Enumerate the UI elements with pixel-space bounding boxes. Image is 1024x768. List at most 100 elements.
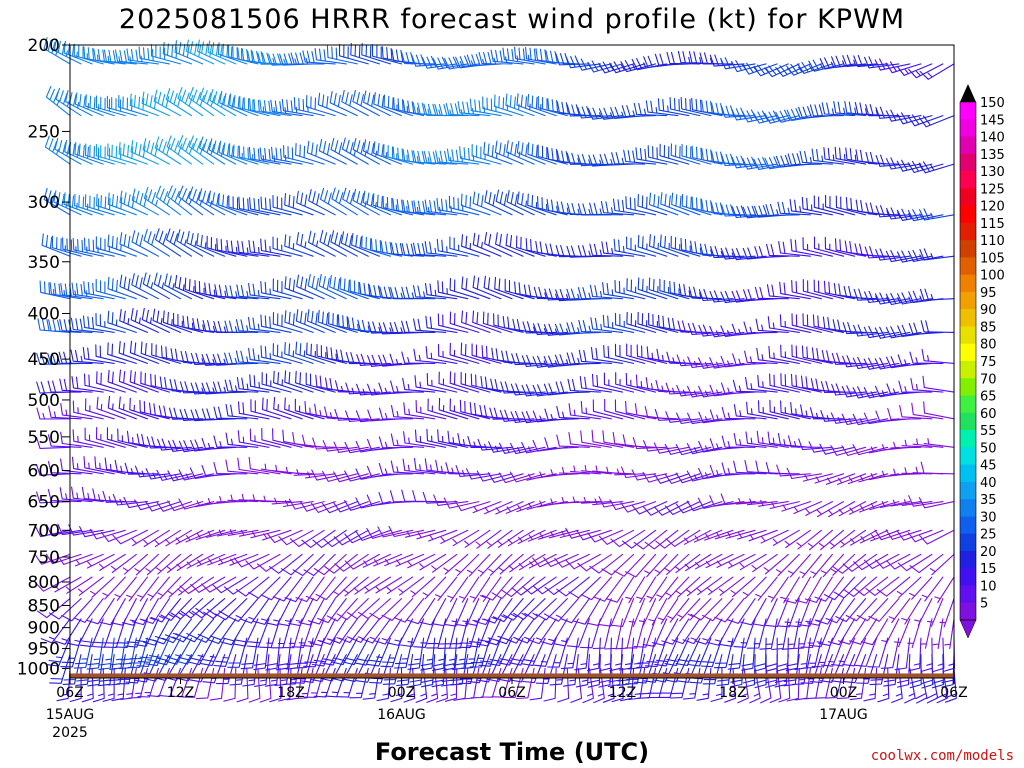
wind-barb [177,135,204,165]
wind-barb [613,238,646,257]
wind-barb [590,317,624,333]
wind-barb [492,598,524,623]
wind-barb [898,380,933,393]
wind-barb [733,460,767,475]
wind-barb [401,320,436,333]
wind-barb [77,576,104,596]
wind-barb [238,145,270,165]
wind-barb [215,654,237,685]
wind-barb [70,349,104,364]
wind-barb [637,234,668,257]
wind-barb [403,402,436,420]
wind-barb [35,463,71,476]
y-tick-label: 950 [28,640,60,660]
wind-barb [721,406,756,420]
wind-barb [598,598,624,627]
wind-barb [131,230,159,257]
wind-barb [919,63,955,80]
wind-barb [780,576,800,604]
wind-barb [407,553,436,569]
wind-barb [333,501,369,513]
wind-barb [292,553,325,577]
wind-barb [686,500,723,512]
wind-barb [799,553,822,579]
wind-barb [415,399,447,420]
wind-barb [125,654,148,684]
colorbar-swatch [960,171,976,189]
wind-barb [95,143,126,165]
wind-barb [767,316,800,333]
wind-barb [44,135,71,165]
wind-barb [877,667,890,703]
x-tick-label: 06Z [56,685,83,701]
colorbar-swatch [960,378,976,397]
wind-barb [664,553,690,576]
wind-barb [323,529,358,548]
wind-barb [908,290,944,304]
wind-barb [653,442,690,454]
credit-text: coolwx.com/models [871,748,1014,764]
wind-barb [302,50,336,65]
wind-barb [491,667,513,698]
wind-barb [213,406,248,420]
wind-barb [778,667,791,703]
wind-barb [131,273,159,300]
wind-barb [459,146,491,165]
wind-barb [333,529,369,546]
wind-barb [35,576,71,592]
wind-barb [218,140,248,165]
wind-barb [106,427,137,448]
x-tick-label: 12Z [609,685,636,701]
wind-barb [54,137,82,165]
wind-barb [633,102,668,117]
wind-barb [344,441,380,454]
wind-barb [206,235,237,257]
wind-barb [896,654,911,688]
wind-barb [352,188,380,216]
wind-barb [156,501,193,512]
wind-barb [835,195,867,216]
wind-barb [683,529,712,545]
wind-barb [437,280,469,300]
wind-barb [664,637,690,667]
wind-barb [648,192,679,216]
colorbar-swatch [960,516,976,535]
wind-barb [449,371,480,393]
wind-barb [753,63,789,77]
wind-barb [460,371,491,393]
wind-barb [802,637,822,669]
wind-barb [107,143,137,165]
wind-barb [165,88,193,117]
wind-barb [438,397,469,420]
wind-barb [326,598,358,622]
wind-barb [890,441,922,449]
wind-barb [907,160,944,174]
wind-barb [603,372,635,393]
wind-barb [670,143,701,165]
wind-barb [436,667,448,703]
wind-barb [36,407,71,420]
wind-barb [833,576,867,599]
wind-barb [577,553,612,572]
wind-barb [218,553,248,566]
wind-barb [48,319,82,333]
wind-barb [801,345,833,364]
wind-barb [402,458,436,475]
x-tick-label: 00Z [388,685,415,701]
wind-barb [600,200,635,216]
wind-barb [752,598,778,627]
wind-barb [516,191,546,216]
wind-barb [602,314,635,333]
wind-barb [43,187,71,216]
wind-barb [270,99,303,117]
wind-barb [745,431,778,448]
wind-barb [647,145,679,165]
wind-barb [324,667,347,698]
wind-barb [282,500,314,508]
wind-barb [819,443,856,455]
wind-barb [885,292,922,306]
wind-barb [256,553,292,572]
y-tick-label: 450 [28,350,60,370]
wind-barb [659,234,690,257]
wind-barb [854,637,878,667]
